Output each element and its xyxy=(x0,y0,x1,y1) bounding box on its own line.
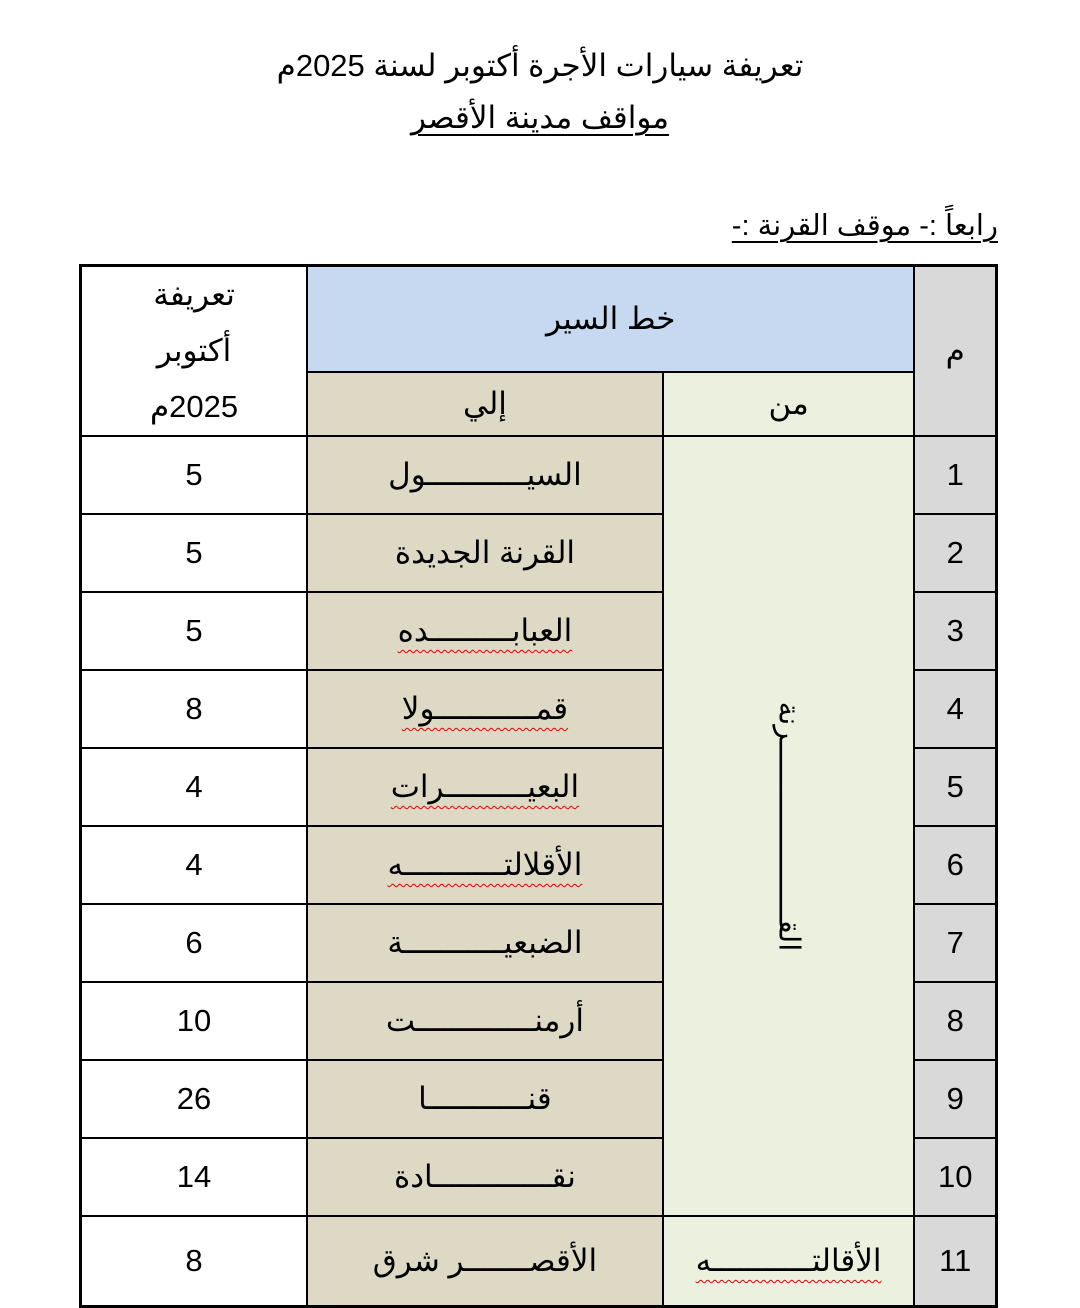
row-tariff: 5 xyxy=(79,435,309,515)
header-tariff-text: تعريفة أكتوبر 2025م xyxy=(149,277,239,424)
header-from: من xyxy=(661,371,916,437)
table-row: 2 القرنة الجديدة 5 xyxy=(79,513,998,593)
row-to: السيـــــــــــول xyxy=(306,435,664,515)
row-to-text: قنـــــــــــا xyxy=(418,1081,552,1116)
row-to-text: القرنة الجديدة xyxy=(394,535,576,570)
table-row: 8 أرمنـــــــــــــت 10 xyxy=(79,981,998,1061)
row-num: 6 xyxy=(913,825,998,905)
row-tariff: 8 xyxy=(79,669,309,749)
row-to: القرنة الجديدة xyxy=(306,513,664,593)
table-row: 3 العبابـــــــــده 5 xyxy=(79,591,998,671)
table-row: 6 الأقلالتـــــــــــه 4 xyxy=(79,825,998,905)
row-to: الضبعيـــــــــــة xyxy=(306,903,664,983)
row-from-text: الأقالتـــــــــــه xyxy=(695,1243,882,1278)
row-num: 4 xyxy=(913,669,998,749)
section-heading: رابعاً :- موقف القرنة :- xyxy=(731,210,998,242)
row-num: 3 xyxy=(913,591,998,671)
row-tariff: 5 xyxy=(79,513,309,593)
row-num: 7 xyxy=(913,903,998,983)
row-to-text: السيـــــــــــول xyxy=(388,457,582,492)
header-num: م xyxy=(913,264,998,437)
row-to: الأقصـــــــر شرق xyxy=(306,1215,664,1308)
row-num: 5 xyxy=(913,747,998,827)
tariff-table: م خط السير تعريفة أكتوبر 2025م من إلي 1 ا… xyxy=(79,264,998,1308)
header-tariff: تعريفة أكتوبر 2025م xyxy=(79,264,309,437)
table-row: 9 قنـــــــــــا 26 xyxy=(79,1059,998,1139)
from-merged-cell: القـــــــــــــــــــــرنة xyxy=(661,435,916,1217)
row-to: العبابـــــــــده xyxy=(306,591,664,671)
table-row: 1 القـــــــــــــــــــــرنة السيــــــــ… xyxy=(79,435,998,1217)
row-tariff: 4 xyxy=(79,747,309,827)
row-tariff: 14 xyxy=(79,1137,309,1217)
row-to: أرمنـــــــــــــت xyxy=(306,981,664,1061)
row-to: البعيـــــــــرات xyxy=(306,747,664,827)
table-row: 7 الضبعيـــــــــــة 6 xyxy=(79,903,998,983)
row-to-text: العبابـــــــــده xyxy=(397,613,573,648)
row-num: 8 xyxy=(913,981,998,1061)
table-row: 4 قمـــــــــــولا 8 xyxy=(79,669,998,749)
subtitle-text: مواقف مدينة الأقصر xyxy=(411,100,669,135)
row-to-text: نقـــــــــــــادة xyxy=(394,1159,576,1194)
row-num: 2 xyxy=(913,513,998,593)
row-num: 11 xyxy=(913,1215,998,1308)
row-tariff: 26 xyxy=(79,1059,309,1139)
table-row: 11 الأقالتـــــــــــه الأقصـــــــر شرق 8 xyxy=(79,1215,998,1308)
row-to: قمـــــــــــولا xyxy=(306,669,664,749)
from-merged-text: القـــــــــــــــــــــرنة xyxy=(772,701,805,952)
header-to: إلي xyxy=(306,371,664,437)
row-from: الأقالتـــــــــــه xyxy=(661,1215,916,1308)
row-tariff: 8 xyxy=(79,1215,309,1308)
row-to-text: أرمنـــــــــــــت xyxy=(385,1003,584,1038)
row-tariff: 10 xyxy=(79,981,309,1061)
row-to-text: قمـــــــــــولا xyxy=(401,691,569,726)
table-row: 10 نقـــــــــــــادة 14 xyxy=(79,1137,998,1217)
row-to-text: الأقصـــــــر شرق xyxy=(372,1243,598,1278)
row-tariff: 6 xyxy=(79,903,309,983)
row-to: الأقلالتـــــــــــه xyxy=(306,825,664,905)
row-to-text: الأقلالتـــــــــــه xyxy=(387,847,583,882)
row-to-text: البعيـــــــــرات xyxy=(390,769,580,804)
row-tariff: 5 xyxy=(79,591,309,671)
row-num: 10 xyxy=(913,1137,998,1217)
table-row: 5 البعيـــــــــرات 4 xyxy=(79,747,998,827)
row-num: 1 xyxy=(913,435,998,515)
page-subtitle: مواقف مدينة الأقصر xyxy=(0,100,1080,136)
row-num: 9 xyxy=(913,1059,998,1139)
row-to: نقـــــــــــــادة xyxy=(306,1137,664,1217)
header-route: خط السير xyxy=(306,264,916,374)
row-to: قنـــــــــــا xyxy=(306,1059,664,1139)
row-tariff: 4 xyxy=(79,825,309,905)
row-to-text: الضبعيـــــــــــة xyxy=(387,925,583,960)
page-title: تعريفة سيارات الأجرة أكتوبر لسنة 2025م xyxy=(276,48,804,83)
